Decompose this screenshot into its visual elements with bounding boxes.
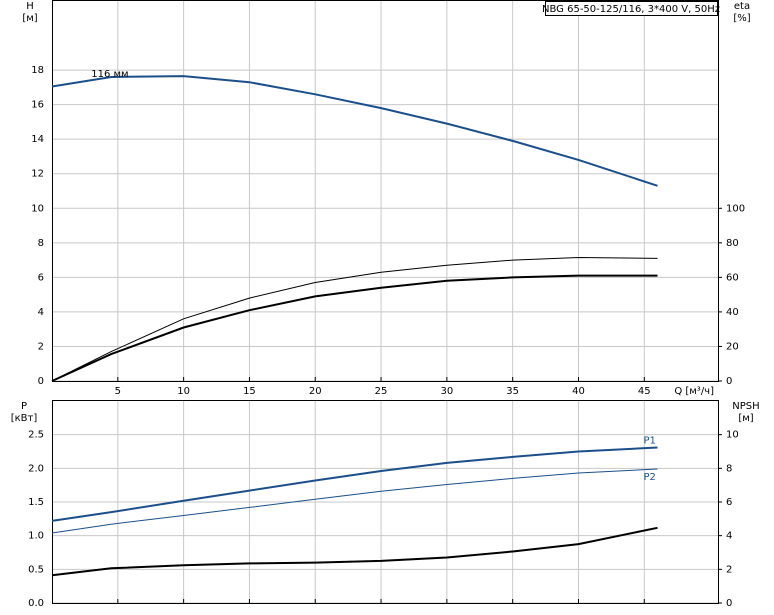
y2-tick-label: 10 bbox=[726, 430, 739, 441]
y2-unit: [м] bbox=[738, 413, 753, 424]
series-line bbox=[51, 446, 658, 522]
top-frame bbox=[52, 0, 719, 382]
x-tick-label: 20 bbox=[309, 386, 322, 397]
x-tick-label: 10 bbox=[177, 386, 190, 397]
y-label: P bbox=[21, 401, 27, 412]
y-unit: [кВт] bbox=[11, 413, 38, 424]
x-tick-label: 35 bbox=[506, 386, 519, 397]
y-tick-label: 18 bbox=[31, 65, 44, 76]
y-tick-label: 6 bbox=[38, 272, 44, 283]
y-tick-label: 2 bbox=[38, 341, 44, 352]
series-line bbox=[51, 256, 658, 382]
series-line bbox=[51, 526, 658, 577]
curve-annotation: 116 мм bbox=[91, 69, 128, 80]
x-tick-label: 5 bbox=[115, 386, 121, 397]
y-tick-label: 0.5 bbox=[28, 564, 44, 575]
y2-label: eta bbox=[734, 1, 750, 12]
x-tick-label: 40 bbox=[572, 386, 585, 397]
y-tick-label: 0.0 bbox=[28, 598, 44, 609]
series-line bbox=[51, 274, 658, 382]
y2-tick-label: 20 bbox=[726, 341, 739, 352]
y-unit: [м] bbox=[22, 13, 37, 24]
y-tick-label: 14 bbox=[31, 134, 44, 145]
y-tick-label: 4 bbox=[38, 307, 44, 318]
y-tick-label: 1.0 bbox=[28, 531, 44, 542]
y-tick-label: 1.5 bbox=[28, 497, 44, 508]
title-box bbox=[545, 1, 718, 16]
y2-tick-label: 100 bbox=[726, 203, 745, 214]
series-line bbox=[51, 75, 658, 187]
y-tick-label: 8 bbox=[38, 238, 44, 249]
y-tick-label: 2.0 bbox=[28, 463, 44, 474]
y-tick-label: 0 bbox=[38, 376, 44, 387]
y2-tick-label: 40 bbox=[726, 307, 739, 318]
y-tick-label: 10 bbox=[31, 203, 44, 214]
y2-tick-label: 0 bbox=[726, 376, 732, 387]
y2-unit: [%] bbox=[733, 13, 750, 24]
y-label: H bbox=[26, 1, 34, 12]
x-label: Q [м³/ч] bbox=[674, 386, 714, 397]
series-label: P1 bbox=[643, 435, 655, 446]
y2-tick-label: 2 bbox=[726, 564, 732, 575]
y-tick-label: 16 bbox=[31, 100, 44, 111]
y2-label: NPSH bbox=[732, 401, 759, 412]
y-tick-label: 12 bbox=[31, 169, 44, 180]
y2-tick-label: 80 bbox=[726, 238, 739, 249]
y2-tick-label: 4 bbox=[726, 531, 732, 542]
x-tick-label: 45 bbox=[638, 386, 651, 397]
chart-title: NBG 65-50-125/116, 3*400 V, 50Hz bbox=[542, 4, 720, 15]
x-tick-label: 25 bbox=[375, 386, 388, 397]
series-line bbox=[51, 468, 658, 534]
y-tick-label: 2.5 bbox=[28, 430, 44, 441]
y2-tick-label: 8 bbox=[726, 463, 732, 474]
y2-tick-label: 60 bbox=[726, 272, 739, 283]
y2-tick-label: 0 bbox=[726, 598, 732, 609]
y2-tick-label: 6 bbox=[726, 497, 732, 508]
series-label: P2 bbox=[643, 472, 655, 483]
x-tick-label: 30 bbox=[440, 386, 453, 397]
x-tick-label: 15 bbox=[243, 386, 256, 397]
